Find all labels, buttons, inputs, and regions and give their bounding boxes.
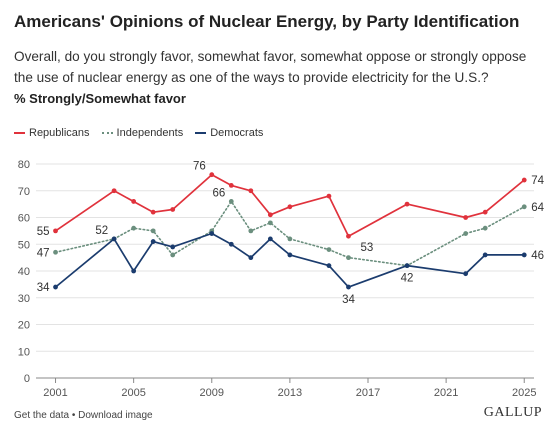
data-point-republicans[interactable] (482, 209, 488, 215)
data-point-republicans[interactable] (521, 177, 527, 183)
data-label: 34 (37, 282, 50, 294)
data-label: 66 (212, 187, 225, 199)
y-tick-label: 30 (18, 293, 30, 305)
download-image-link[interactable]: Download image (78, 410, 153, 421)
data-label-layer: 55 47 34 52 76 66 53 34 42 74 64 46 (37, 161, 545, 306)
y-tick-label: 80 (18, 159, 30, 171)
data-point-democrats[interactable] (482, 252, 488, 258)
data-point-democrats[interactable] (287, 252, 293, 258)
y-tick-label: 70 (18, 186, 30, 198)
data-point-republicans[interactable] (131, 199, 137, 204)
data-point-republicans[interactable] (287, 204, 293, 210)
y-tick-label: 60 (18, 213, 30, 225)
data-point-republicans[interactable] (228, 183, 234, 188)
series-line-independents (54, 200, 526, 267)
series-line-republicans (55, 173, 525, 238)
data-label: 74 (531, 175, 544, 187)
data-point-republicans[interactable] (209, 172, 215, 178)
grid-layer (36, 163, 534, 379)
series-line-democrats (54, 232, 525, 288)
data-point-democrats[interactable] (463, 271, 469, 277)
data-point-republicans[interactable] (248, 188, 254, 194)
footer-links: Get the data • Download image (14, 410, 153, 421)
x-tick-label: 2005 (121, 387, 145, 399)
legend-item-democrats: Democrats (195, 127, 263, 139)
x-tick-label: 2025 (512, 387, 536, 399)
y-tick-label: 10 (18, 346, 30, 358)
measure-label: % Strongly/Somewhat favor (14, 91, 186, 106)
data-point-democrats[interactable] (267, 236, 273, 242)
legend-label-republicans: Republicans (29, 127, 90, 139)
x-tick-label: 2001 (43, 387, 67, 399)
data-point-republicans[interactable] (326, 193, 332, 199)
data-point-republicans[interactable] (346, 233, 351, 239)
data-point-democrats[interactable] (248, 255, 254, 261)
data-point-democrats[interactable] (111, 236, 117, 242)
data-point-democrats[interactable] (170, 244, 176, 250)
data-point-republicans[interactable] (150, 209, 156, 215)
gallup-logo: GALLUP (483, 405, 542, 420)
data-point-independents[interactable] (463, 231, 469, 236)
y-tick-label: 40 (18, 266, 30, 278)
data-label: 34 (342, 294, 355, 306)
data-point-independents[interactable] (267, 220, 273, 226)
data-label: 55 (37, 226, 50, 238)
footer-separator: • (69, 410, 79, 421)
data-point-democrats[interactable] (53, 284, 58, 290)
data-point-independents[interactable] (326, 247, 332, 253)
data-point-independents[interactable] (170, 252, 176, 258)
data-point-republicans[interactable] (463, 215, 469, 220)
x-tick-label: 2013 (278, 387, 302, 399)
data-point-independents[interactable] (131, 225, 137, 231)
data-point-independents[interactable] (228, 199, 234, 204)
data-point-democrats[interactable] (326, 263, 332, 269)
data-label: 47 (37, 247, 50, 259)
chart-legend: Republicans Independents Democrats (14, 127, 275, 139)
legend-swatch-independents (101, 132, 113, 134)
get-data-link[interactable]: Get the data (14, 410, 70, 421)
data-point-independents[interactable] (248, 228, 254, 234)
data-point-independents[interactable] (346, 255, 351, 261)
data-point-independents[interactable] (287, 236, 293, 242)
legend-item-republicans: Republicans (14, 127, 90, 139)
series-layer (53, 172, 527, 290)
data-point-democrats[interactable] (346, 284, 351, 290)
chart-subtitle: Overall, do you strongly favor, somewhat… (14, 49, 527, 85)
data-point-independents[interactable] (150, 228, 156, 234)
data-point-democrats[interactable] (150, 239, 156, 244)
data-point-republicans[interactable] (111, 188, 117, 194)
data-point-republicans[interactable] (404, 201, 410, 207)
x-tick-label: 2021 (434, 387, 458, 399)
x-tick-label: 2009 (200, 387, 224, 399)
data-point-republicans[interactable] (53, 228, 58, 234)
legend-label-independents: Independents (116, 127, 184, 139)
data-label: 53 (360, 242, 373, 254)
data-label: 64 (531, 202, 544, 214)
data-label: 76 (193, 161, 206, 173)
legend-label-democrats: Democrats (210, 127, 264, 139)
data-point-democrats[interactable] (131, 268, 137, 274)
data-point-democrats[interactable] (404, 263, 410, 269)
y-tick-label: 20 (18, 320, 30, 332)
data-point-independents[interactable] (521, 204, 527, 210)
data-point-republicans[interactable] (267, 212, 273, 218)
data-point-democrats[interactable] (228, 241, 234, 247)
axis-layer: 0 10 20 30 40 50 60 70 80 2001 2005 2009 2013 2017 202… (18, 159, 537, 399)
y-tick-label: 50 (18, 239, 30, 251)
data-label: 46 (531, 250, 544, 262)
data-point-independents[interactable] (482, 225, 488, 231)
data-point-democrats[interactable] (209, 231, 215, 236)
data-point-democrats[interactable] (521, 252, 527, 258)
x-tick-label: 2017 (356, 387, 380, 399)
chart-title: Americans' Opinions of Nuclear Energy, b… (14, 12, 520, 31)
legend-item-independents: Independents (101, 127, 184, 139)
legend-swatch-republicans (14, 132, 25, 134)
y-tick-label: 0 (24, 373, 30, 385)
data-label: 42 (401, 273, 414, 285)
data-label: 52 (95, 225, 108, 237)
legend-swatch-democrats (195, 132, 207, 134)
data-point-independents[interactable] (53, 249, 58, 255)
data-point-republicans[interactable] (170, 207, 176, 212)
